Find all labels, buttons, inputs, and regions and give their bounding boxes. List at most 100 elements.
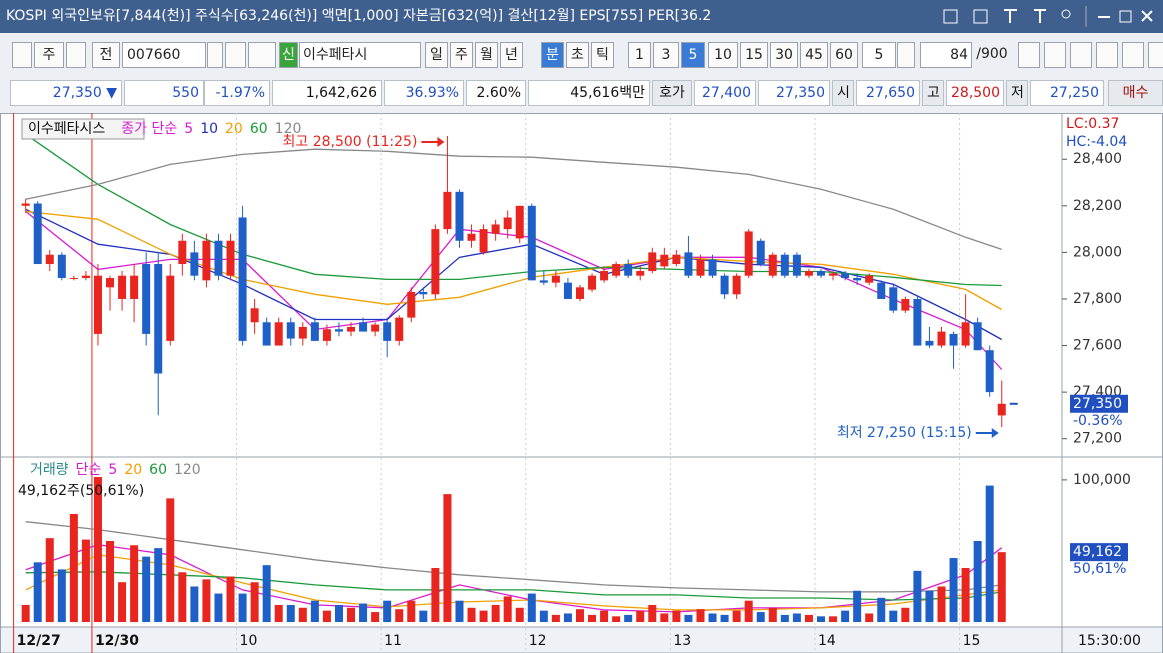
stock-name[interactable]: 이수페타시: [299, 42, 421, 68]
dropdown[interactable]: [897, 42, 915, 68]
icon[interactable]: [943, 9, 958, 24]
candle-body: [527, 205, 536, 281]
x-tick-label: 13: [673, 633, 691, 649]
period-button[interactable]: 월: [475, 42, 498, 68]
candle-body: [575, 287, 584, 299]
candle-body: [298, 326, 307, 339]
candle-body: [419, 291, 428, 295]
interval-button[interactable]: 60: [830, 42, 858, 68]
interval-button[interactable]: 3: [653, 42, 679, 68]
volume-bar: [901, 607, 910, 622]
period-button[interactable]: 주: [450, 42, 473, 68]
candle-body: [503, 217, 512, 230]
interval-button[interactable]: 10: [708, 42, 738, 68]
volume-bar: [575, 609, 584, 622]
volume-info: 49,162주(50,61%): [18, 483, 144, 499]
code-input[interactable]: 007660: [122, 42, 206, 68]
volume-bar: [696, 609, 705, 622]
y-tick-label: 27,200: [1073, 431, 1122, 447]
volume-bar: [889, 610, 898, 622]
interval-button[interactable]: 5: [681, 42, 705, 68]
candle-body: [407, 291, 416, 318]
count-input[interactable]: 84: [920, 42, 972, 68]
legend-box: [21, 118, 145, 140]
candle-body: [816, 271, 825, 276]
quote-rate1: 36.93%: [384, 80, 464, 106]
candle-body: [780, 254, 789, 276]
volume-bar: [371, 612, 380, 622]
candle-body: [648, 252, 657, 272]
candle-body: [250, 308, 259, 323]
period-button[interactable]: 분: [541, 42, 564, 68]
quote-amount: 45,616백만: [528, 80, 650, 106]
x-tick-label: 11: [384, 633, 402, 649]
icon[interactable]: [973, 9, 988, 24]
prev-button[interactable]: 전: [92, 42, 120, 68]
last-volume-rate: 50,61%: [1073, 561, 1126, 577]
sound-button[interactable]: [248, 42, 276, 68]
candle-body: [732, 275, 741, 295]
volume-bar: [756, 612, 765, 622]
interval-button[interactable]: 45: [800, 42, 828, 68]
tool-icon[interactable]: [1148, 42, 1163, 68]
last-price-box: [1070, 394, 1128, 413]
volume-bar: [551, 614, 560, 622]
volume-bar: [744, 600, 753, 622]
interval-button[interactable]: 15: [740, 42, 768, 68]
candle-body: [359, 322, 368, 332]
legend-label: 종가 단순: [121, 121, 177, 137]
volume-bar: [45, 538, 54, 622]
tool-icon[interactable]: [1096, 42, 1118, 68]
candle-body: [624, 264, 633, 276]
period-button[interactable]: 년: [500, 42, 523, 68]
quote-buy[interactable]: 매수: [1108, 80, 1163, 106]
icon-button[interactable]: [12, 42, 32, 68]
search-button[interactable]: [225, 42, 246, 68]
period-button[interactable]: 일: [425, 42, 448, 68]
volume-bar: [612, 616, 621, 622]
period-button[interactable]: 초: [566, 42, 589, 68]
dropdown[interactable]: [207, 42, 223, 68]
close[interactable]: [1141, 10, 1153, 22]
volume-bar: [829, 616, 838, 622]
candle-body: [214, 240, 223, 276]
candle-body: [383, 322, 392, 341]
volume-bar: [130, 545, 139, 622]
interval-button[interactable]: 1: [628, 42, 651, 68]
interval-select[interactable]: 5: [862, 42, 896, 68]
candle-body: [45, 254, 54, 265]
volume-bar: [708, 613, 717, 622]
tool-icon[interactable]: [1122, 42, 1144, 68]
market-select[interactable]: 주: [34, 42, 64, 68]
volume-bar: [684, 614, 693, 622]
quote-bid: 27,350: [758, 80, 830, 106]
legend-entry: 5: [184, 121, 193, 137]
icon[interactable]: [1004, 9, 1017, 23]
badge[interactable]: 신: [279, 42, 298, 68]
legend-entry: 120: [174, 462, 201, 478]
volume-bar: [106, 541, 115, 622]
period-button[interactable]: 틱: [591, 42, 614, 68]
candle-body: [371, 324, 380, 332]
legend-label: 단순: [76, 462, 102, 478]
tool-icon[interactable]: [1018, 42, 1040, 68]
volume-bar: [624, 614, 633, 622]
candle-body: [106, 278, 115, 288]
volume-bar: [600, 610, 609, 622]
legend-entry: 10: [200, 121, 218, 137]
volume-bar: [395, 609, 404, 622]
x-tick-label: 12/27: [17, 633, 61, 649]
maximize[interactable]: [1119, 10, 1132, 23]
interval-button[interactable]: 30: [770, 42, 798, 68]
icon[interactable]: [1061, 9, 1071, 19]
icon[interactable]: [1034, 9, 1046, 23]
dropdown[interactable]: [66, 42, 86, 68]
volume-bar: [937, 586, 946, 622]
tool-icon[interactable]: [1044, 42, 1066, 68]
tool-icon[interactable]: [1070, 42, 1092, 68]
volume-bar: [503, 596, 512, 622]
x-tick-label: 12: [529, 633, 547, 649]
lc-label: LC:0.37: [1066, 116, 1119, 132]
volume-bar: [286, 604, 295, 622]
volume-bar: [359, 603, 368, 622]
